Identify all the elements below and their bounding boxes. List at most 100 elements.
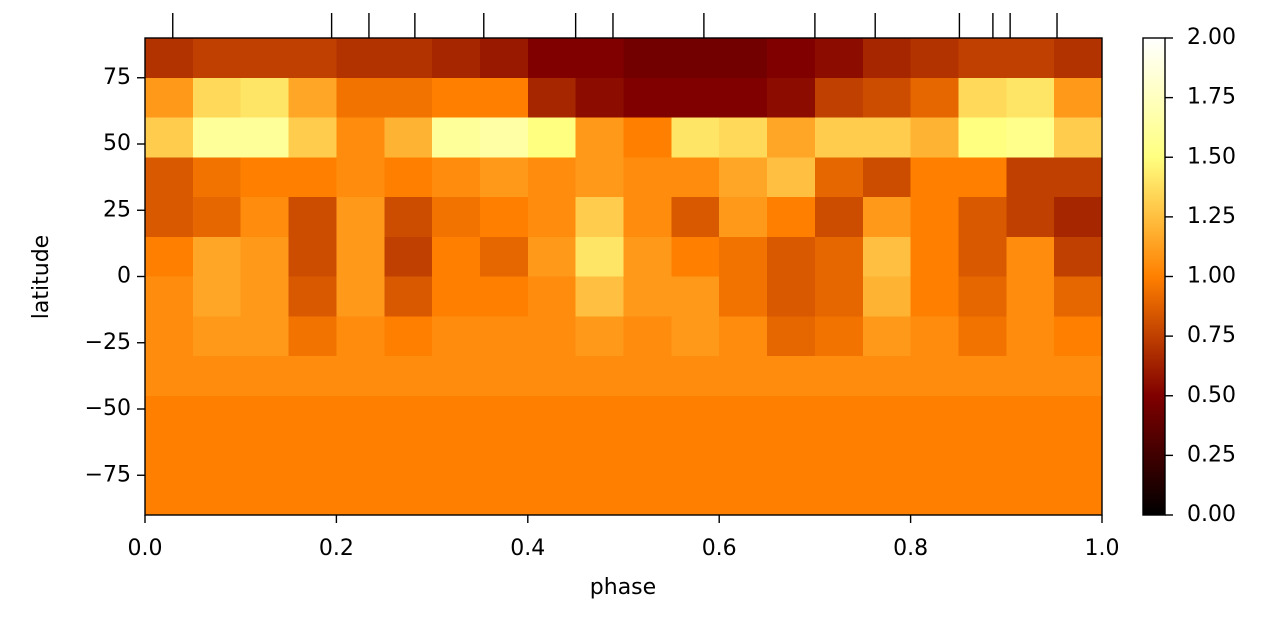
heat-cell <box>240 77 290 118</box>
heat-cell <box>479 475 529 516</box>
heat-cell <box>719 38 768 79</box>
heat-cell <box>719 395 768 436</box>
heat-cell <box>862 117 912 158</box>
heat-cell <box>1054 395 1103 436</box>
heat-cell <box>814 356 864 397</box>
heat-cell <box>479 197 529 238</box>
heat-cell <box>671 236 720 277</box>
heat-cell <box>336 276 385 317</box>
heat-cell <box>719 356 768 397</box>
heat-cell <box>432 117 481 158</box>
heat-cell <box>671 395 720 436</box>
heat-cell <box>958 395 1007 436</box>
heat-cell <box>240 157 290 198</box>
heat-cell <box>1054 236 1103 277</box>
heat-cell <box>767 356 816 397</box>
heat-cell <box>145 197 194 238</box>
heat-cell <box>814 276 864 317</box>
heat-cell <box>192 395 242 436</box>
heat-cell <box>814 236 864 277</box>
heat-cell <box>288 38 337 79</box>
heat-cell <box>862 435 912 476</box>
heat-cell <box>527 316 577 357</box>
heat-cell <box>575 157 624 198</box>
heat-cell <box>623 395 672 436</box>
heat-cell <box>575 475 624 516</box>
heat-cell <box>575 197 624 238</box>
heat-cell <box>767 435 816 476</box>
heat-cell <box>719 475 768 516</box>
heat-cell <box>910 395 959 436</box>
heat-cell <box>862 395 912 436</box>
heat-cell <box>336 197 385 238</box>
heat-cell <box>1054 276 1103 317</box>
heat-cell <box>336 117 385 158</box>
colorbar-tick-label: 1.00 <box>1187 264 1236 289</box>
x-tick-label: 0.6 <box>702 536 737 561</box>
colorbar-tick-label: 0.25 <box>1187 442 1236 467</box>
heat-cell <box>192 236 242 277</box>
heat-cell <box>623 236 672 277</box>
heat-cell <box>623 316 672 357</box>
heat-cell <box>719 77 768 118</box>
heat-cell <box>623 38 672 79</box>
heat-cell <box>671 77 720 118</box>
heat-cell <box>958 316 1007 357</box>
heat-cell <box>767 77 816 118</box>
heat-cell <box>240 38 290 79</box>
heat-cell <box>623 197 672 238</box>
heat-cell <box>192 77 242 118</box>
heat-cell <box>767 157 816 198</box>
heat-cell <box>384 197 433 238</box>
heat-cell <box>336 395 385 436</box>
heat-cell <box>145 77 194 118</box>
heat-cell <box>671 316 720 357</box>
heat-cell <box>336 77 385 118</box>
heat-cell <box>671 157 720 198</box>
heat-cell <box>1006 38 1055 79</box>
heat-cell <box>479 435 529 476</box>
heat-cell <box>910 435 959 476</box>
heat-cell <box>288 197 337 238</box>
heat-cell <box>479 236 529 277</box>
heat-cell <box>1054 316 1103 357</box>
heat-cell <box>958 117 1007 158</box>
heat-cell <box>814 38 864 79</box>
heat-cell <box>958 77 1007 118</box>
heat-cell <box>671 117 720 158</box>
heat-cell <box>288 117 337 158</box>
heat-cell <box>384 356 433 397</box>
heat-cell <box>910 236 959 277</box>
heat-cell <box>336 435 385 476</box>
heat-cell <box>145 356 194 397</box>
heat-cell <box>1054 435 1103 476</box>
heat-cell <box>862 197 912 238</box>
heat-cell <box>336 356 385 397</box>
heat-cell <box>479 38 529 79</box>
heat-cell <box>767 117 816 158</box>
heat-cell <box>767 395 816 436</box>
heat-cell <box>336 475 385 516</box>
heat-cell <box>862 236 912 277</box>
heat-cell <box>575 276 624 317</box>
y-axis-label: latitude <box>29 235 54 319</box>
heat-cell <box>384 276 433 317</box>
heat-cell <box>719 157 768 198</box>
heat-cell <box>336 316 385 357</box>
heat-cell <box>1054 157 1103 198</box>
heat-cell <box>862 475 912 516</box>
x-tick-label: 0.2 <box>319 536 354 561</box>
heat-cell <box>432 38 481 79</box>
heat-cell <box>288 395 337 436</box>
heat-cell <box>575 236 624 277</box>
heat-cell <box>814 395 864 436</box>
heat-cell <box>192 38 242 79</box>
heat-cell <box>145 236 194 277</box>
heat-cell <box>910 77 959 118</box>
colorbar-tick-label: 1.25 <box>1187 204 1236 229</box>
heat-cell <box>958 157 1007 198</box>
heat-cell <box>384 157 433 198</box>
y-tick-label: −75 <box>85 462 131 487</box>
heat-cell <box>145 157 194 198</box>
